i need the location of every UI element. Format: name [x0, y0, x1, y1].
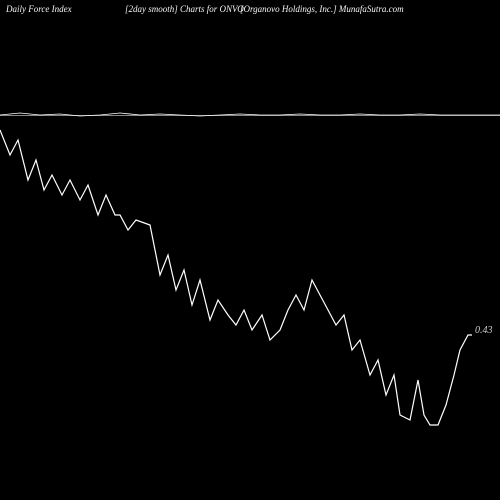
current-value-label: 0.43: [475, 325, 493, 336]
header-title-left: Daily Force Index: [6, 4, 72, 14]
header-title-center: [2day smooth] Charts for ONVO: [125, 4, 244, 14]
force-index-line: [0, 130, 472, 425]
noise-line: [0, 113, 500, 116]
header-title-right: [Organovo Holdings, Inc.] MunafaSutra.co…: [240, 4, 404, 14]
chart-area: 0.43: [0, 20, 500, 500]
chart-header: Daily Force Index [2day smooth] Charts f…: [0, 4, 500, 20]
force-index-chart: [0, 20, 500, 500]
